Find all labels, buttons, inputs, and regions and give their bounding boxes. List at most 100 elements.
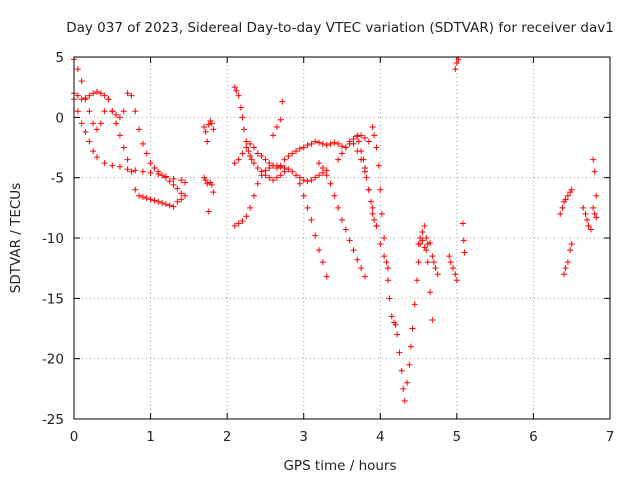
- data-point: [93, 88, 100, 95]
- data-point: [411, 301, 418, 308]
- data-point: [239, 150, 246, 157]
- data-point: [361, 273, 368, 280]
- data-point: [279, 98, 286, 105]
- data-point: [453, 60, 460, 67]
- data-point: [386, 295, 393, 302]
- y-tick-label: -25: [42, 412, 64, 428]
- data-point: [204, 138, 211, 145]
- x-tick-label: 3: [299, 429, 308, 445]
- data-point: [590, 156, 597, 163]
- data-point: [369, 123, 376, 130]
- data-point: [355, 138, 362, 145]
- data-point: [423, 247, 430, 254]
- data-point: [235, 220, 242, 227]
- data-point: [384, 265, 391, 272]
- x-tick-label: 2: [223, 429, 232, 445]
- data-point: [136, 192, 143, 199]
- y-axis-label: SDTVAR / TECUs: [8, 183, 24, 293]
- data-point: [559, 204, 566, 211]
- x-tick-label: 5: [453, 429, 462, 445]
- data-point: [304, 204, 311, 211]
- x-tick-label: 7: [606, 429, 615, 445]
- data-point: [430, 259, 437, 266]
- data-point: [273, 174, 280, 181]
- data-point: [210, 189, 217, 196]
- data-point: [139, 168, 146, 175]
- data-point: [350, 247, 357, 254]
- data-point: [432, 265, 439, 272]
- data-point: [361, 165, 368, 172]
- data-point: [584, 216, 591, 223]
- data-point: [289, 168, 296, 175]
- data-point: [239, 218, 246, 225]
- data-point: [312, 174, 319, 181]
- data-point: [419, 228, 426, 235]
- data-point: [86, 138, 93, 145]
- data-point: [296, 145, 303, 152]
- data-point: [250, 192, 257, 199]
- data-point: [319, 259, 326, 266]
- data-point: [561, 271, 568, 278]
- data-point: [461, 249, 468, 256]
- data-point: [339, 143, 345, 150]
- data-point: [564, 259, 571, 266]
- data-point: [124, 166, 131, 173]
- data-point: [308, 140, 315, 147]
- data-point: [147, 160, 154, 167]
- data-point: [231, 160, 238, 167]
- data-point: [254, 165, 261, 172]
- data-point: [74, 66, 81, 73]
- data-point: [116, 114, 123, 121]
- data-point: [170, 203, 177, 210]
- data-point: [208, 120, 215, 127]
- data-point: [205, 208, 212, 215]
- data-point: [281, 165, 288, 172]
- data-point: [86, 92, 93, 99]
- data-point: [568, 241, 575, 248]
- data-point: [139, 140, 146, 147]
- data-point: [90, 148, 97, 155]
- data-point: [93, 126, 100, 133]
- data-point: [247, 152, 254, 159]
- data-point: [93, 154, 100, 161]
- data-point: [423, 235, 430, 241]
- data-point: [365, 138, 372, 145]
- data-point: [248, 156, 255, 163]
- data-point: [323, 172, 330, 179]
- data-point: [591, 210, 598, 217]
- data-point: [460, 237, 467, 244]
- data-point: [277, 163, 284, 170]
- data-point: [300, 144, 307, 151]
- data-point: [567, 247, 574, 254]
- data-point: [342, 144, 349, 151]
- y-tick-label: 0: [55, 110, 64, 126]
- data-point: [182, 192, 189, 199]
- data-point: [273, 123, 280, 130]
- data-point: [266, 174, 273, 181]
- data-point: [151, 165, 158, 172]
- data-point: [143, 150, 150, 157]
- x-tick-label: 1: [146, 429, 155, 445]
- data-point: [562, 196, 569, 203]
- data-point: [377, 241, 384, 248]
- y-tick-label: -10: [42, 231, 64, 247]
- data-point: [245, 148, 252, 155]
- data-point: [162, 174, 169, 181]
- data-point: [350, 140, 357, 147]
- data-point: [368, 198, 375, 205]
- data-point: [113, 111, 120, 118]
- data-point: [250, 144, 257, 151]
- data-point: [281, 156, 288, 163]
- data-point: [327, 140, 334, 147]
- data-point: [591, 168, 598, 175]
- data-point: [170, 181, 177, 188]
- data-point: [396, 349, 403, 356]
- data-point: [335, 204, 342, 211]
- data-point: [414, 277, 421, 284]
- data-point: [231, 222, 238, 229]
- data-point: [178, 177, 185, 184]
- data-point: [116, 163, 123, 170]
- y-tick-label: -20: [42, 352, 64, 368]
- data-point: [258, 172, 265, 179]
